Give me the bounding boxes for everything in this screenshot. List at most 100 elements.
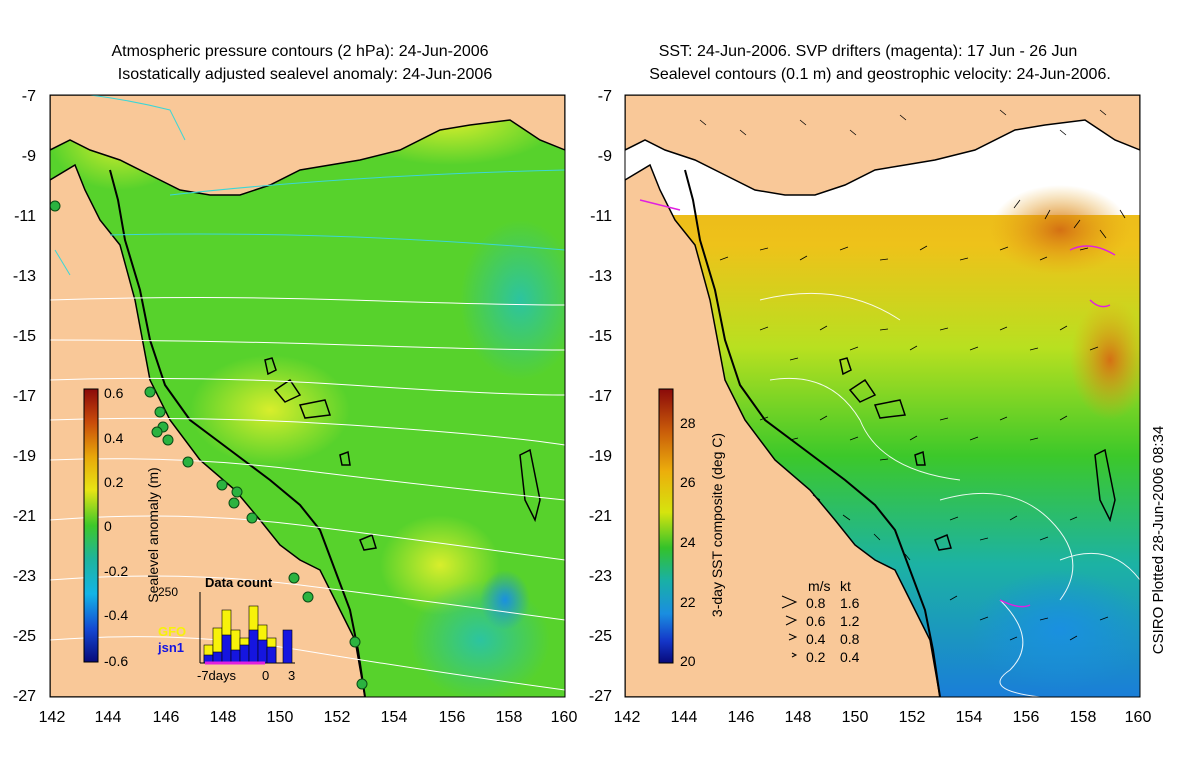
sst-colorbar (658, 388, 674, 664)
shelf-contour (109, 169, 366, 697)
data-count-title: Data count (205, 575, 273, 590)
left-xtick: 152 (324, 709, 351, 726)
left-ytick: -21 (13, 508, 36, 525)
left-ytick: -27 (13, 688, 36, 705)
left-map-panel: 0.6 0.4 0.2 0 -0.2 -0.4 -0.6 Sealevel an… (13, 43, 578, 726)
velocity-legend-kt: 1.6 (840, 595, 860, 611)
left-ytick: -25 (13, 628, 36, 645)
left-ytick: -15 (13, 328, 36, 345)
left-ytick: -11 (14, 208, 36, 225)
inset-xtick: 0 (262, 668, 269, 683)
left-y-ticks: -7 -9 -11 -13 -15 -17 -19 -21 -23 -25 -2… (13, 88, 36, 705)
left-xtick: 148 (210, 709, 237, 726)
right-title-line1: SST: 24-Jun-2006. SVP drifters (magenta)… (659, 43, 1078, 60)
sla-colorbar (83, 388, 99, 663)
sla-low-region (480, 570, 530, 630)
inset-xtick: -7days (197, 668, 237, 683)
right-map-panel: 28 26 24 22 20 3-day SST composite (deg … (589, 43, 1152, 726)
velocity-legend-ms: 0.6 (806, 613, 826, 629)
right-xtick: 148 (785, 709, 812, 726)
sla-colorbar-tick: 0.4 (104, 430, 124, 446)
sst-colorbar-tick: 28 (680, 415, 696, 431)
left-map-field (50, 95, 565, 697)
velocity-legend-ms: 0.2 (806, 649, 826, 665)
sla-colorbar-label: Sealevel anomaly (m) (145, 467, 161, 602)
gfo-legend: GFO (158, 624, 186, 639)
sla-colorbar-tick: 0 (104, 518, 112, 534)
right-ytick: -13 (589, 268, 612, 285)
right-ytick: -25 (589, 628, 612, 645)
right-ytick: -17 (589, 388, 612, 405)
left-ytick: -23 (13, 568, 36, 585)
left-xtick: 142 (39, 709, 66, 726)
right-ytick: -23 (589, 568, 612, 585)
reef-outlines (839, 357, 1116, 551)
sla-colorbar-tick: 0.6 (104, 385, 124, 401)
right-xtick: 150 (842, 709, 869, 726)
right-ytick: -7 (598, 88, 612, 105)
left-title-line2: Isostatically adjusted sealevel anomaly:… (118, 66, 493, 83)
right-xtick: 146 (728, 709, 755, 726)
reef-outlines (264, 357, 541, 551)
sla-colorbar-tick: -0.4 (104, 607, 128, 623)
sst-warm-patch (990, 185, 1130, 275)
right-xtick: 158 (1070, 709, 1097, 726)
left-xtick: 156 (439, 709, 466, 726)
left-ytick: -13 (13, 268, 36, 285)
right-map-frame (624, 94, 1141, 698)
data-count-ymax: 250 (158, 585, 178, 599)
png-land (625, 95, 1140, 196)
velocity-arrows (699, 109, 1126, 641)
right-ytick: -15 (589, 328, 612, 345)
left-ytick: -19 (13, 448, 36, 465)
sst-colorbar-tick: 26 (680, 474, 696, 490)
right-xtick: 144 (671, 709, 698, 726)
data-count-inset: Data count 250 (157, 575, 295, 683)
right-xtick: 142 (614, 709, 641, 726)
right-map-field (625, 95, 1140, 697)
velocity-legend: m/s kt 0.8 1.6 0.6 1.2 0.4 0.8 0.2 0.4 (781, 578, 860, 665)
velocity-legend-kt-header: kt (840, 578, 851, 594)
sst-colorbar-tick: 20 (680, 653, 696, 669)
velocity-legend-ms-header: m/s (808, 578, 831, 594)
left-xtick: 144 (95, 709, 122, 726)
sla-colorbar-tick: 0.2 (104, 474, 124, 490)
right-y-ticks: -7 -9 -11 -13 -15 -17 -19 -21 -23 -25 -2… (589, 88, 612, 705)
left-xtick: 146 (153, 709, 180, 726)
velocity-legend-kt: 1.2 (840, 613, 860, 629)
sla-colorbar-tick: -0.6 (104, 653, 128, 669)
sst-colorbar-ticks: 28 26 24 22 20 (680, 415, 696, 669)
velocity-legend-kt: 0.4 (840, 649, 860, 665)
plotted-note: CSIRO Plotted 28-Jun-2006 08:34 (1150, 426, 1167, 654)
inset-xtick: 3 (288, 668, 295, 683)
tide-gauges (50, 200, 368, 690)
svp-drifters (639, 199, 1116, 608)
data-count-bars (203, 605, 293, 664)
right-ytick: -11 (590, 208, 612, 225)
sla-high-region (190, 355, 350, 465)
left-x-ticks: 142 144 146 148 150 152 154 156 158 160 (39, 709, 578, 726)
pressure-contours (50, 297, 565, 691)
right-ytick: -27 (589, 688, 612, 705)
sst-warm-patch (1070, 300, 1140, 420)
left-ytick: -9 (22, 148, 36, 165)
sealevel-contours (759, 292, 1140, 697)
sla-low-region (460, 220, 565, 380)
left-title-line1: Atmospheric pressure contours (2 hPa): 2… (111, 43, 488, 60)
left-xtick: 150 (267, 709, 294, 726)
sst-colorbar-tick: 22 (680, 594, 696, 610)
right-xtick: 156 (1013, 709, 1040, 726)
velocity-legend-ms: 0.8 (806, 595, 826, 611)
left-xtick: 158 (496, 709, 523, 726)
left-xtick: 154 (381, 709, 408, 726)
jsn1-legend: jsn1 (157, 640, 184, 655)
shelf-contour (684, 169, 941, 697)
sla-colorbar-tick: -0.2 (104, 563, 128, 579)
velocity-legend-kt: 0.8 (840, 631, 860, 647)
pressure-contours-cyan (54, 95, 565, 276)
velocity-legend-arrows (781, 595, 798, 658)
left-ytick: -7 (22, 88, 36, 105)
right-xtick: 152 (899, 709, 926, 726)
left-map-frame (49, 94, 566, 698)
